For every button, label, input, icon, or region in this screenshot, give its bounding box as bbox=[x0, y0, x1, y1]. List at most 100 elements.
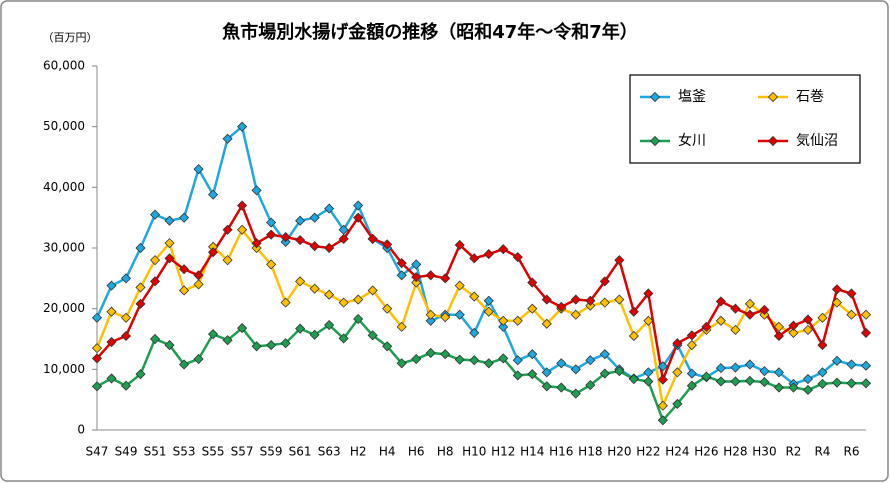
point-marker bbox=[614, 366, 625, 377]
point-marker bbox=[730, 303, 741, 314]
point-marker bbox=[585, 295, 596, 306]
x-tick-label: H18 bbox=[578, 445, 602, 459]
point-marker bbox=[483, 358, 494, 369]
point-marker bbox=[817, 340, 828, 351]
x-tick-label: H30 bbox=[752, 445, 776, 459]
point-marker bbox=[512, 315, 523, 326]
y-tick-label: 10,000 bbox=[43, 362, 85, 376]
point-marker bbox=[309, 212, 320, 223]
point-marker bbox=[411, 353, 422, 365]
point-marker bbox=[483, 295, 494, 306]
point-marker bbox=[686, 340, 697, 351]
point-marker bbox=[860, 309, 872, 320]
point-marker bbox=[744, 298, 755, 309]
point-marker bbox=[527, 349, 538, 360]
point-marker bbox=[440, 273, 451, 284]
point-marker bbox=[599, 349, 610, 360]
point-marker bbox=[454, 239, 465, 251]
point-marker bbox=[628, 306, 639, 317]
point-marker bbox=[454, 280, 465, 291]
x-tick-label: S51 bbox=[144, 445, 167, 459]
point-marker bbox=[686, 380, 697, 391]
point-marker bbox=[353, 200, 364, 211]
point-marker bbox=[817, 378, 828, 389]
point-marker bbox=[527, 277, 538, 288]
point-marker bbox=[498, 353, 509, 364]
point-marker bbox=[556, 358, 567, 369]
point-marker bbox=[657, 400, 668, 411]
point-marker bbox=[541, 367, 552, 378]
point-marker bbox=[701, 321, 712, 332]
y-tick-label: 0 bbox=[77, 423, 85, 437]
point-marker bbox=[164, 238, 175, 249]
x-tick-label: H28 bbox=[723, 445, 747, 459]
point-marker bbox=[527, 369, 538, 380]
point-marker bbox=[91, 353, 103, 364]
legend bbox=[629, 74, 861, 164]
point-marker bbox=[280, 338, 291, 349]
point-marker bbox=[744, 359, 755, 370]
point-marker bbox=[367, 330, 378, 341]
point-marker bbox=[309, 329, 320, 340]
point-marker bbox=[280, 232, 291, 243]
point-marker bbox=[164, 340, 175, 351]
point-marker bbox=[135, 369, 146, 380]
point-marker bbox=[237, 121, 248, 132]
point-marker bbox=[193, 164, 204, 175]
legend-label: 塩釜 bbox=[678, 89, 706, 105]
point-marker bbox=[91, 381, 103, 392]
point-marker bbox=[309, 241, 320, 252]
point-marker bbox=[773, 367, 785, 378]
point-marker bbox=[295, 215, 306, 226]
point-marker bbox=[773, 330, 785, 342]
x-tick-label: S57 bbox=[231, 445, 254, 459]
x-tick-label: H2 bbox=[350, 445, 367, 459]
point-marker bbox=[657, 361, 668, 372]
point-marker bbox=[396, 321, 407, 332]
point-marker bbox=[599, 276, 610, 287]
point-marker bbox=[846, 309, 857, 320]
point-marker bbox=[266, 340, 277, 351]
point-marker bbox=[788, 327, 799, 338]
point-marker bbox=[309, 283, 320, 294]
point-marker bbox=[149, 333, 161, 345]
x-tick-label: S47 bbox=[86, 445, 109, 459]
point-marker bbox=[149, 209, 161, 220]
x-tick-label: H10 bbox=[462, 445, 486, 459]
point-marker bbox=[251, 238, 262, 249]
point-marker bbox=[469, 355, 480, 366]
point-marker bbox=[614, 255, 625, 266]
point-marker bbox=[643, 376, 654, 387]
x-tick-label: S59 bbox=[260, 445, 283, 459]
point-marker bbox=[744, 309, 755, 320]
point-marker bbox=[730, 376, 741, 387]
point-marker bbox=[585, 355, 596, 366]
point-marker bbox=[208, 247, 219, 258]
point-marker bbox=[643, 288, 654, 299]
point-marker bbox=[135, 242, 146, 254]
y-tick-label: 60,000 bbox=[43, 59, 85, 73]
point-marker bbox=[802, 324, 814, 335]
point-marker bbox=[295, 235, 306, 246]
point-marker bbox=[483, 306, 494, 317]
point-marker bbox=[396, 258, 407, 269]
point-marker bbox=[193, 279, 204, 290]
y-tick-label: 30,000 bbox=[43, 241, 85, 255]
point-marker bbox=[498, 315, 509, 326]
point-marker bbox=[672, 338, 683, 349]
point-marker bbox=[541, 318, 552, 329]
point-marker bbox=[178, 212, 190, 223]
point-marker bbox=[106, 336, 117, 348]
legend-marker bbox=[649, 135, 661, 147]
point-marker bbox=[425, 347, 436, 359]
point-marker bbox=[178, 359, 190, 370]
point-marker bbox=[324, 289, 335, 300]
point-marker bbox=[237, 224, 248, 235]
point-marker bbox=[149, 276, 161, 287]
point-marker bbox=[730, 324, 741, 335]
point-marker bbox=[208, 329, 219, 340]
point-marker bbox=[266, 229, 277, 240]
y-tick-label: 50,000 bbox=[43, 119, 85, 133]
